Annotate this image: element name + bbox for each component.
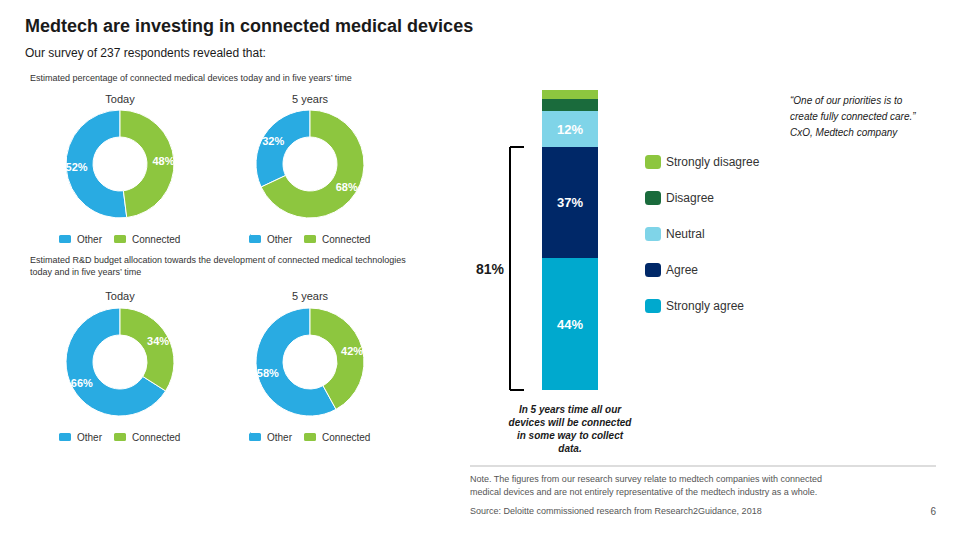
svg-text:44%: 44% [557, 317, 583, 332]
svg-text:Other: Other [267, 234, 293, 245]
svg-text:devices will be connected: devices will be connected [509, 417, 633, 428]
svg-text:Estimated percentage of connec: Estimated percentage of connected medica… [30, 73, 352, 83]
svg-text:52%: 52% [66, 161, 88, 173]
svg-text:81%: 81% [476, 261, 505, 277]
svg-text:data.: data. [558, 443, 581, 454]
svg-text:In 5 years time all our: In 5 years time all our [519, 404, 622, 415]
svg-text:Source: Deloitte commissioned: Source: Deloitte commissioned research f… [470, 506, 762, 516]
svg-text:6: 6 [930, 506, 936, 517]
svg-text:Note. The figures from our res: Note. The figures from our research surv… [470, 474, 822, 484]
svg-text:in some way to collect: in some way to collect [517, 430, 624, 441]
svg-text:Connected: Connected [132, 234, 180, 245]
svg-text:34%: 34% [147, 335, 169, 347]
svg-text:68%: 68% [336, 181, 358, 193]
svg-text:12%: 12% [557, 122, 583, 137]
svg-text:Estimated R&D budget allocatio: Estimated R&D budget allocation towards … [30, 255, 406, 265]
svg-text:CxO, Medtech company: CxO, Medtech company [790, 127, 898, 138]
svg-text:Connected: Connected [132, 432, 180, 443]
svg-text:Medtech are investing in conne: Medtech are investing in connected medic… [25, 16, 473, 36]
svg-text:Other: Other [77, 234, 103, 245]
svg-text:37%: 37% [557, 195, 583, 210]
svg-text:Today: Today [105, 290, 135, 302]
svg-text:Other: Other [267, 432, 293, 443]
svg-text:Connected: Connected [322, 234, 370, 245]
svg-text:today and in five years’ time: today and in five years’ time [30, 267, 141, 277]
svg-text:Agree: Agree [666, 263, 698, 277]
svg-text:Strongly agree: Strongly agree [666, 299, 744, 313]
svg-text:Disagree: Disagree [666, 191, 714, 205]
svg-text:32%: 32% [262, 135, 284, 147]
svg-text:Our survey of 237 respondents: Our survey of 237 respondents revealed t… [25, 46, 266, 60]
svg-text:66%: 66% [71, 377, 93, 389]
svg-text:Other: Other [77, 432, 103, 443]
svg-text:Strongly disagree: Strongly disagree [666, 155, 760, 169]
svg-text:5 years: 5 years [292, 93, 329, 105]
svg-text:Neutral: Neutral [666, 227, 705, 241]
svg-text:48%: 48% [152, 155, 174, 167]
svg-text:5 years: 5 years [292, 290, 329, 302]
svg-text:42%: 42% [341, 345, 363, 357]
svg-text:58%: 58% [257, 367, 279, 379]
svg-text:create fully connected care.”: create fully connected care.” [790, 111, 916, 122]
svg-text:medical devices and are not en: medical devices and are not entirely rep… [470, 487, 817, 497]
svg-text:“One of our priorities is to: “One of our priorities is to [790, 95, 903, 106]
svg-text:Connected: Connected [322, 432, 370, 443]
svg-text:Today: Today [105, 93, 135, 105]
